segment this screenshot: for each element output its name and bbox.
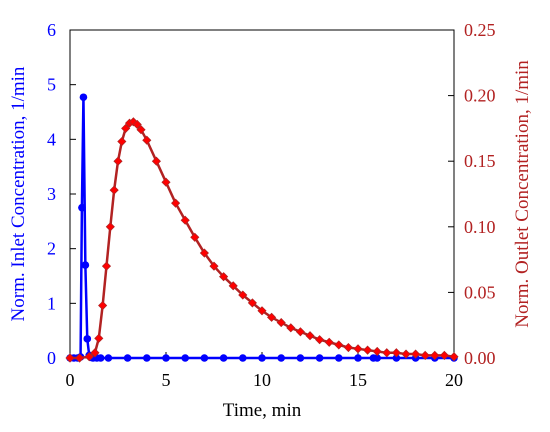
outlet-data-point	[238, 290, 248, 300]
outlet-data-point	[142, 135, 152, 145]
left-tick-label: 6	[47, 20, 56, 40]
x-tick-label: 0	[66, 370, 75, 390]
inlet-data-point	[200, 354, 209, 362]
left-tick-label: 4	[47, 129, 56, 149]
left-tick-label: 1	[47, 293, 56, 313]
right-tick-label: 0.25	[464, 20, 496, 40]
outlet-data-point	[324, 337, 334, 347]
outlet-data-point	[209, 261, 219, 271]
inlet-data-point	[79, 93, 88, 102]
outlet-data-point	[65, 353, 75, 363]
outlet-data-point	[401, 349, 411, 359]
outlet-data-point	[171, 198, 181, 208]
outlet-data-point	[199, 248, 209, 258]
x-axis-title: Time, min	[223, 400, 302, 421]
outlet-data-point	[219, 272, 229, 282]
inlet-data-point	[354, 354, 362, 362]
inlet-data-point	[277, 354, 286, 362]
outlet-data-point	[372, 346, 382, 357]
right-tick-label: 0.05	[464, 282, 496, 302]
outlet-data-point	[98, 300, 108, 311]
outlet-data-point	[363, 345, 373, 355]
outlet-data-point	[276, 318, 286, 328]
outlet-data-point	[391, 348, 401, 358]
x-tick-label: 5	[162, 370, 171, 390]
outlet-data-point	[286, 323, 296, 333]
outlet-data-point	[190, 232, 200, 242]
inlet-data-point	[83, 335, 92, 343]
x-tick-label: 15	[349, 370, 367, 390]
outlet-data-point	[84, 352, 94, 362]
outlet-data-point	[117, 136, 127, 147]
outlet-data-point	[161, 177, 171, 187]
outlet-data-point	[121, 123, 131, 133]
inlet-data-point	[392, 354, 401, 362]
inlet-data-point	[81, 261, 90, 269]
left-tick-label: 3	[47, 184, 56, 204]
outlet-data-point	[132, 119, 142, 130]
inlet-data-point	[373, 354, 382, 362]
outlet-data-point	[247, 298, 257, 308]
x-tick-label: 20	[445, 370, 463, 390]
outlet-data-point	[75, 353, 85, 363]
outlet-data-point	[101, 261, 112, 271]
outlet-data-point	[90, 348, 100, 358]
outlet-data-point	[109, 185, 119, 195]
outlet-data-point	[315, 335, 325, 345]
inlet-data-point	[143, 354, 151, 362]
inlet-data-point	[123, 354, 132, 362]
outlet-data-point	[305, 331, 315, 341]
right-axis-title: Norm. Outlet Concentration, 1/min	[512, 60, 533, 328]
outlet-data-point	[449, 352, 459, 362]
outlet-data-point	[382, 348, 392, 358]
inlet-data-point	[104, 354, 113, 362]
left-tick-label: 2	[47, 239, 56, 259]
inlet-data-point	[258, 354, 266, 362]
x-tick-label: 10	[253, 370, 271, 390]
series-layer	[65, 93, 459, 363]
right-axis-ticks: 0.00 0.05 0.10 0.15 0.20 0.25	[448, 20, 496, 368]
outlet-data-point	[113, 156, 123, 166]
inlet-data-point	[219, 354, 228, 362]
outlet-data-point	[439, 350, 449, 360]
inlet-data-point	[315, 354, 324, 362]
inlet-data-point	[162, 354, 170, 362]
inlet-data-point	[181, 354, 189, 362]
outlet-data-point	[334, 340, 344, 350]
inlet-data-point	[78, 203, 86, 212]
left-axis-ticks: 0 1 2 3 4 5 6	[47, 20, 76, 368]
outlet-data-point	[151, 156, 161, 166]
outlet-data-point	[353, 344, 363, 354]
outlet-data-point	[295, 327, 305, 337]
outlet-data-point	[267, 312, 277, 322]
outlet-data-point	[411, 349, 421, 359]
outlet-data-point	[420, 350, 430, 360]
outlet-data-point	[257, 306, 267, 316]
left-tick-label: 0	[47, 348, 56, 368]
inlet-data-point	[96, 354, 105, 362]
inlet-series-line	[70, 95, 454, 360]
inlet-data-point	[335, 354, 343, 362]
outlet-series-line	[70, 120, 455, 360]
left-tick-label: 5	[47, 75, 56, 95]
left-axis-title: Norm. Inlet Concentration, 1/min	[8, 66, 29, 321]
right-tick-label: 0.20	[464, 86, 496, 106]
inlet-data-point	[296, 354, 305, 362]
outlet-data-point	[136, 125, 146, 135]
outlet-data-point	[228, 281, 238, 291]
outlet-data-point	[180, 215, 190, 225]
right-tick-label: 0.10	[464, 217, 496, 237]
right-tick-label: 0.15	[464, 151, 496, 171]
outlet-data-point	[105, 222, 115, 232]
inlet-data-point	[239, 354, 247, 362]
outlet-data-point	[94, 333, 104, 343]
outlet-data-point	[430, 350, 440, 360]
outlet-data-point	[343, 342, 353, 353]
right-tick-label: 0.00	[464, 348, 496, 368]
